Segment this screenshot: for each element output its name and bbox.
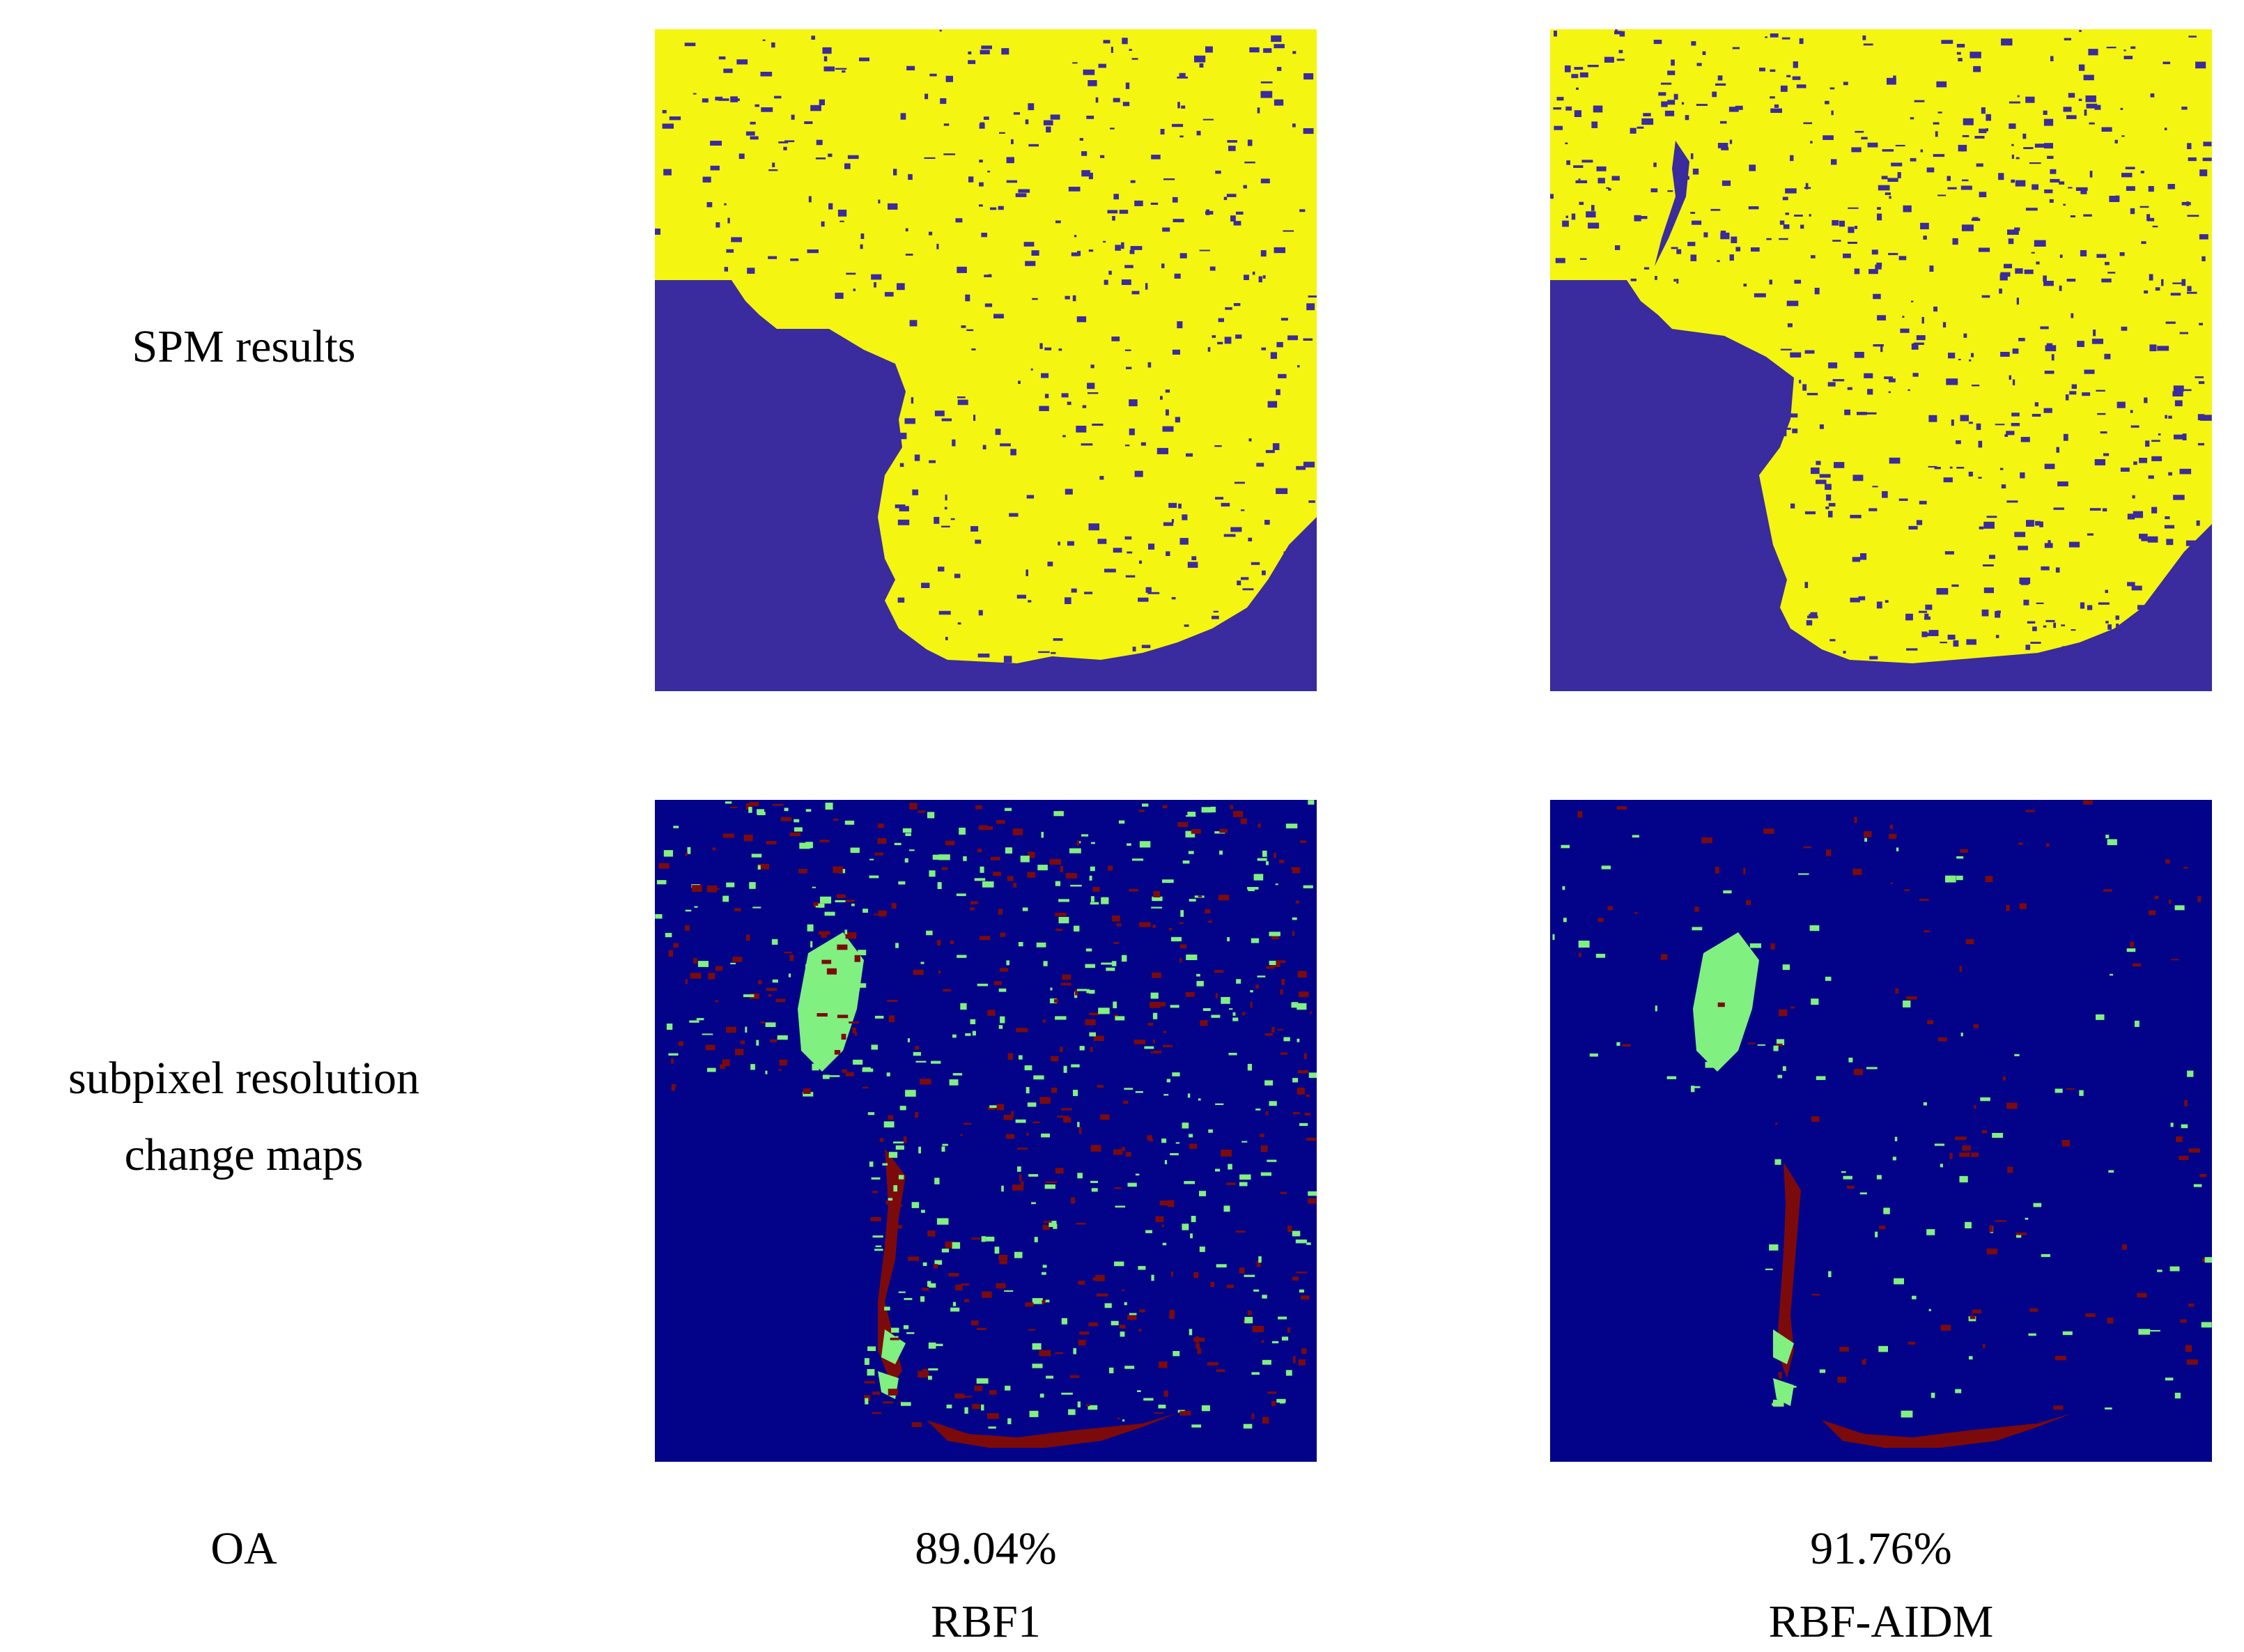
row-label-change-line2: change maps xyxy=(124,1129,364,1180)
method-label-rbf-aidm: RBF-AIDM xyxy=(1768,1596,1994,1647)
oa-value-rbf1: 89.04% xyxy=(915,1523,1057,1574)
change-rbf-aidm-speckles xyxy=(1552,800,2212,1428)
change-map-rbf-aidm xyxy=(1550,800,2212,1462)
change-map-rbf1-image xyxy=(655,800,1317,1462)
row-label-change-line1: subpixel resolution xyxy=(68,1053,420,1104)
spm-map-rbf-aidm xyxy=(1550,29,2212,691)
spm-rbf1-speckles xyxy=(655,29,1317,663)
change-rbf1-speckles xyxy=(655,800,1317,1431)
row-label-oa: OA xyxy=(210,1523,277,1574)
method-label-rbf1: RBF1 xyxy=(931,1596,1041,1647)
spm-map-rbf-aidm-image xyxy=(1550,29,2212,691)
change-map-rbf-aidm-image xyxy=(1550,800,2212,1462)
spm-map-rbf1 xyxy=(655,29,1317,691)
oa-value-rbf-aidm: 91.76% xyxy=(1810,1523,1952,1574)
change-map-rbf1 xyxy=(655,800,1317,1462)
spm-map-rbf1-image xyxy=(655,29,1317,691)
spm-rbf-aidm-speckles xyxy=(1550,29,2212,661)
row-label-spm: SPM results xyxy=(132,321,356,372)
